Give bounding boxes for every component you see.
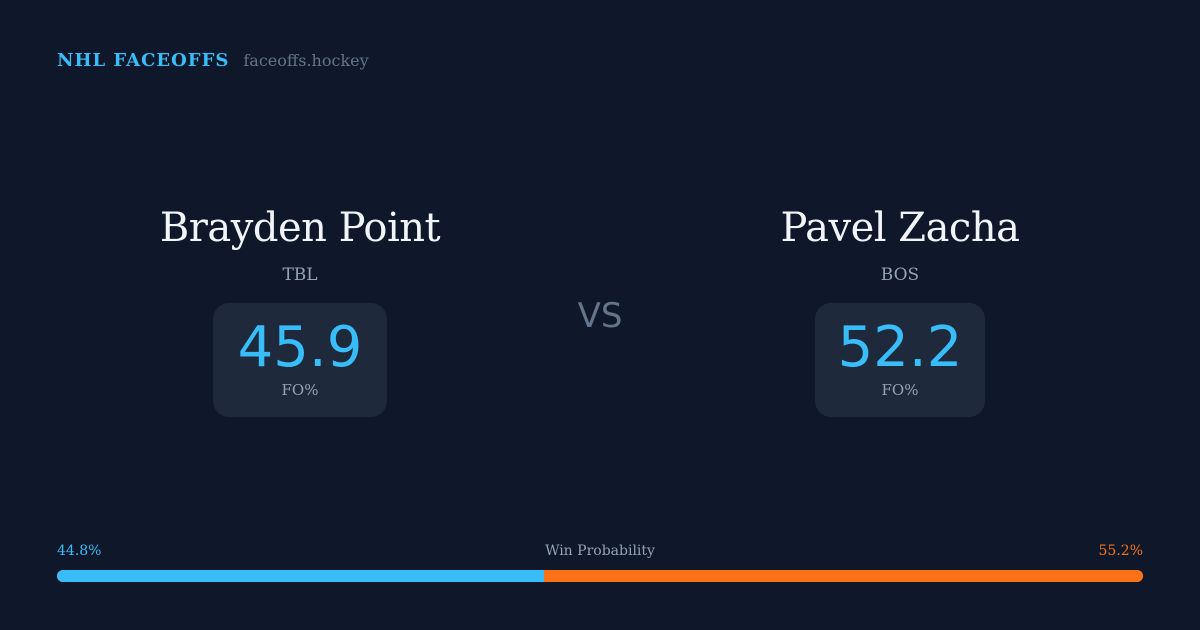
player-name: Brayden Point bbox=[159, 205, 441, 251]
player-name: Pavel Zacha bbox=[780, 205, 1020, 251]
player-left: Brayden Point TBL 45.9 FO% bbox=[100, 205, 500, 417]
win-prob-left-fill bbox=[57, 570, 544, 582]
brand-site: faceoffs.hockey bbox=[243, 51, 369, 70]
fo-card: 45.9 FO% bbox=[213, 303, 387, 417]
fo-label: FO% bbox=[281, 380, 319, 399]
player-team: BOS bbox=[880, 265, 920, 285]
fo-value: 52.2 bbox=[837, 315, 963, 380]
brand: NHL FACEOFFS faceoffs.hockey bbox=[57, 50, 369, 71]
win-prob-right-fill bbox=[543, 570, 1143, 582]
win-prob-right: 55.2% bbox=[1098, 543, 1143, 559]
player-right: Pavel Zacha BOS 52.2 FO% bbox=[700, 205, 1100, 417]
player-team: TBL bbox=[282, 265, 318, 285]
win-prob-left: 44.8% bbox=[57, 543, 102, 559]
fo-label: FO% bbox=[881, 380, 919, 399]
brand-name: NHL FACEOFFS bbox=[57, 50, 230, 71]
fo-value: 45.9 bbox=[237, 315, 363, 380]
win-probability-bar bbox=[57, 570, 1143, 582]
fo-card: 52.2 FO% bbox=[815, 303, 985, 417]
vs-label: VS bbox=[577, 296, 623, 336]
win-probability-labels: 44.8% Win Probability 55.2% bbox=[57, 543, 1143, 559]
win-prob-label: Win Probability bbox=[545, 543, 655, 559]
